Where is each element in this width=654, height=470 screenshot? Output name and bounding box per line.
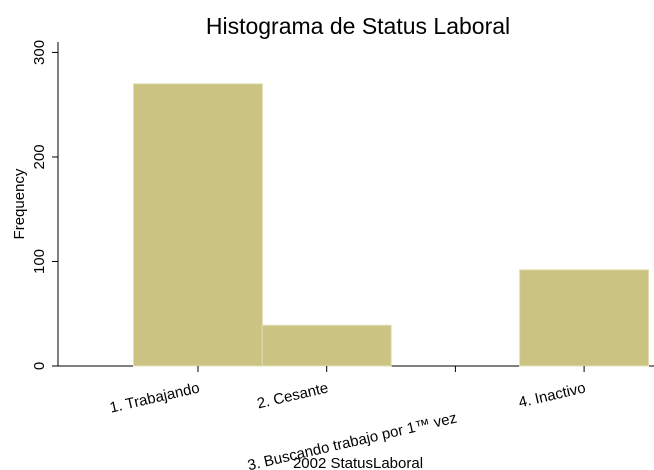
bar [519,269,650,367]
x-axis-label: 2002 StatusLaboral [293,455,423,470]
y-tick-label: 200 [31,144,48,169]
bar [133,83,263,367]
y-tick-label: 100 [31,249,48,274]
x-tick-label: 1. Trabajando [108,379,201,416]
y-tick-label: 300 [31,40,48,65]
x-tick-label: 4. Inactivo [517,379,587,411]
y-axis-label: Frequency [11,168,28,239]
y-tick-label: 0 [31,362,48,370]
chart-title: Histograma de Status Laboral [206,13,510,39]
bar [261,324,392,367]
x-tick-label: 2. Cesante [255,379,330,412]
